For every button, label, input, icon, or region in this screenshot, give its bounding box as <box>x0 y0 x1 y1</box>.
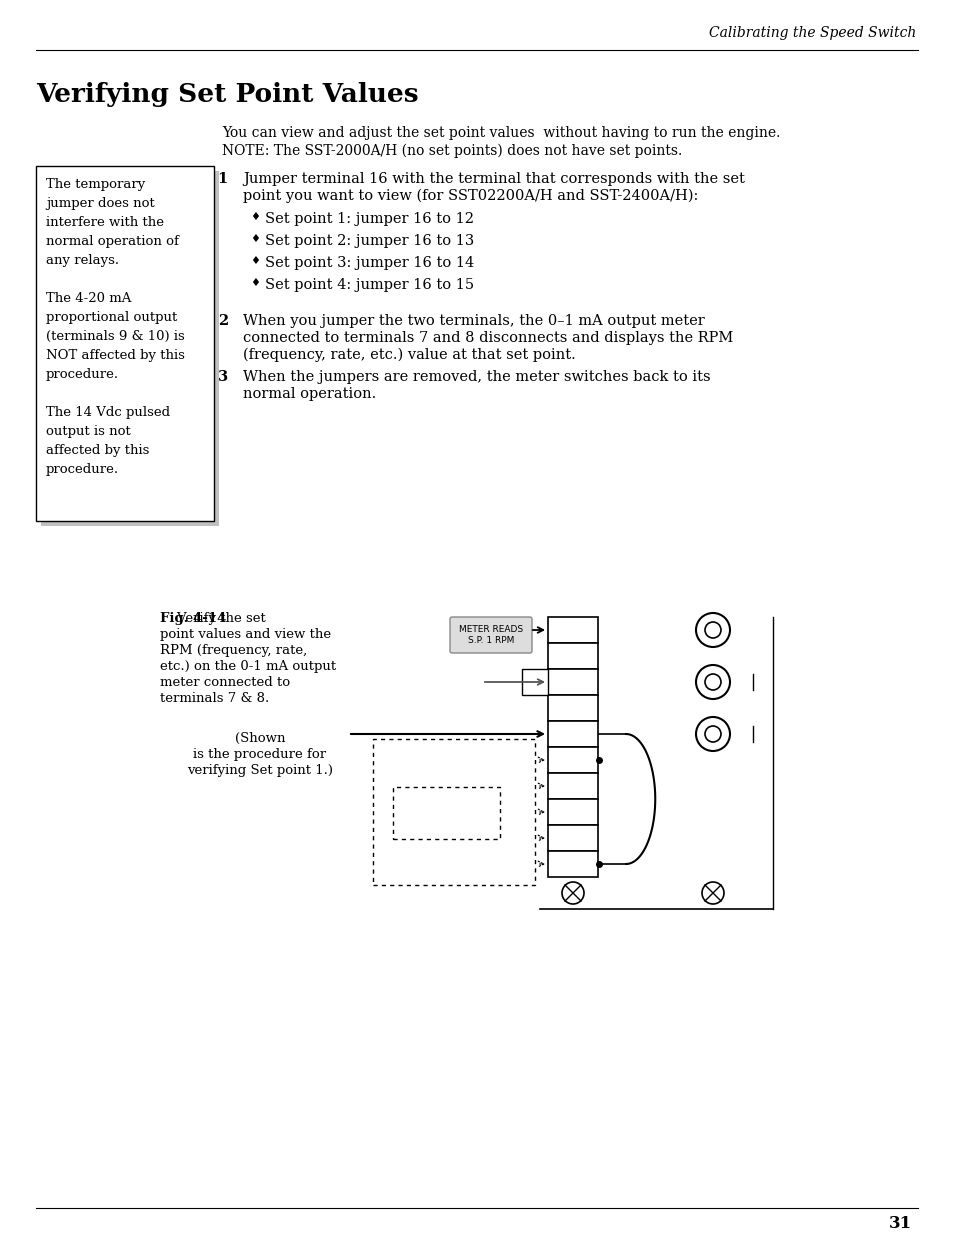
Text: normal operation of: normal operation of <box>46 235 179 248</box>
Text: METER READS
S.P. 1 RPM: METER READS S.P. 1 RPM <box>458 625 522 645</box>
Text: Verifying Set Point Values: Verifying Set Point Values <box>36 82 418 107</box>
Text: You can view and adjust the set point values  without having to run the engine.: You can view and adjust the set point va… <box>222 126 780 140</box>
Bar <box>547 721 598 747</box>
Text: (frequency, rate, etc.) value at that set point.: (frequency, rate, etc.) value at that se… <box>243 348 576 362</box>
Text: any relays.: any relays. <box>46 254 119 267</box>
Text: The temporary: The temporary <box>46 178 145 191</box>
Text: NOT affected by this: NOT affected by this <box>46 350 185 362</box>
Text: etc.) on the 0-1 mA output: etc.) on the 0-1 mA output <box>160 659 335 673</box>
Bar <box>547 773 598 799</box>
Bar <box>393 787 499 839</box>
Text: normal operation.: normal operation. <box>243 387 375 401</box>
Text: Jumper terminal 16 with the terminal that corresponds with the set: Jumper terminal 16 with the terminal tha… <box>243 172 744 186</box>
Text: (Shown: (Shown <box>234 732 285 745</box>
Text: terminals 7 & 8.: terminals 7 & 8. <box>160 692 269 705</box>
Text: affected by this: affected by this <box>46 445 150 457</box>
Text: point you want to view (for SST02200A/H and SST-2400A/H):: point you want to view (for SST02200A/H … <box>243 189 698 204</box>
Text: ♦: ♦ <box>250 233 260 245</box>
Text: When you jumper the two terminals, the 0–1 mA output meter: When you jumper the two terminals, the 0… <box>243 314 704 329</box>
Text: 3: 3 <box>217 370 228 384</box>
Text: RPM (frequency, rate,: RPM (frequency, rate, <box>160 643 307 657</box>
Text: Fig. 4-14: Fig. 4-14 <box>160 613 226 625</box>
Circle shape <box>696 718 729 751</box>
Circle shape <box>704 622 720 638</box>
Circle shape <box>704 726 720 742</box>
Text: connected to terminals 7 and 8 disconnects and displays the RPM: connected to terminals 7 and 8 disconnec… <box>243 331 733 345</box>
Text: Set point 3: jumper 16 to 14: Set point 3: jumper 16 to 14 <box>265 256 474 270</box>
Text: procedure.: procedure. <box>46 368 119 382</box>
Text: (terminals 9 & 10) is: (terminals 9 & 10) is <box>46 330 185 343</box>
Text: Set point 2: jumper 16 to 13: Set point 2: jumper 16 to 13 <box>265 233 474 248</box>
Text: verifying Set point 1.): verifying Set point 1.) <box>187 764 333 777</box>
Text: is the procedure for: is the procedure for <box>193 748 326 761</box>
Text: NOTE: The SST-2000A/H (no set points) does not have set points.: NOTE: The SST-2000A/H (no set points) do… <box>222 144 681 158</box>
Circle shape <box>696 664 729 699</box>
Bar <box>547 669 598 695</box>
Text: The 4-20 mA: The 4-20 mA <box>46 291 132 305</box>
Bar <box>547 643 598 669</box>
Text: 2: 2 <box>217 314 228 329</box>
Text: ♦: ♦ <box>250 256 260 266</box>
Bar <box>41 170 219 526</box>
Text: 1: 1 <box>217 172 228 186</box>
Text: meter connected to: meter connected to <box>160 676 290 689</box>
Text: jumper does not: jumper does not <box>46 198 154 210</box>
Bar <box>36 165 213 521</box>
Text: ♦: ♦ <box>250 212 260 222</box>
Text: procedure.: procedure. <box>46 463 119 475</box>
FancyBboxPatch shape <box>450 618 532 653</box>
Text: ♦: ♦ <box>250 278 260 288</box>
Text: output is not: output is not <box>46 425 131 438</box>
Bar <box>547 747 598 773</box>
Text: Verify the set: Verify the set <box>160 613 266 625</box>
Text: proportional output: proportional output <box>46 311 177 324</box>
Text: Calibrating the Speed Switch: Calibrating the Speed Switch <box>708 26 915 40</box>
Circle shape <box>696 613 729 647</box>
Bar <box>521 669 547 695</box>
Text: Set point 4: jumper 16 to 15: Set point 4: jumper 16 to 15 <box>265 278 474 291</box>
Text: interfere with the: interfere with the <box>46 216 164 228</box>
Bar <box>373 739 535 885</box>
Text: When the jumpers are removed, the meter switches back to its: When the jumpers are removed, the meter … <box>243 370 710 384</box>
Circle shape <box>561 882 583 904</box>
Circle shape <box>704 674 720 690</box>
Bar <box>547 695 598 721</box>
Bar <box>547 618 598 643</box>
Bar <box>547 825 598 851</box>
Circle shape <box>701 882 723 904</box>
Text: Set point 1: jumper 16 to 12: Set point 1: jumper 16 to 12 <box>265 212 474 226</box>
Text: The 14 Vdc pulsed: The 14 Vdc pulsed <box>46 406 170 419</box>
Text: 31: 31 <box>888 1215 911 1233</box>
Text: point values and view the: point values and view the <box>160 629 331 641</box>
Bar <box>547 851 598 877</box>
Bar <box>547 799 598 825</box>
